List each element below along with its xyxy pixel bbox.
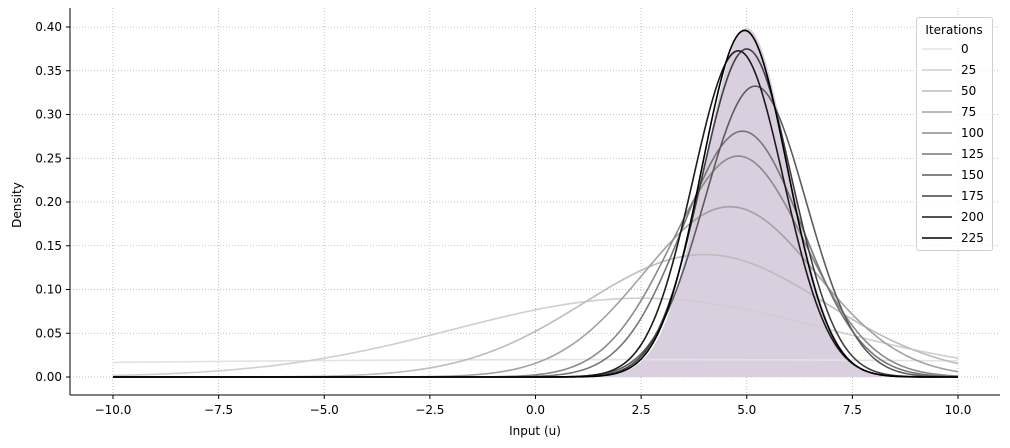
y-ticks: 0.00 0.05 0.10 0.15 0.20 0.25 0.30 0.35 0.40	[35, 20, 70, 384]
x-ticks: −10.0 −7.5 −5.0 −2.5 0.0 2.5 5.0 7.5 10.0	[95, 395, 972, 417]
x-tick-label: −10.0	[95, 403, 132, 417]
x-tick-label: 2.5	[632, 403, 651, 417]
y-tick-label: 0.35	[35, 64, 62, 78]
x-tick-label: 10.0	[945, 403, 972, 417]
series-lines	[112, 29, 959, 378]
target-density-area	[113, 27, 958, 378]
x-tick-label: 7.5	[843, 403, 862, 417]
legend-label: 50	[961, 84, 976, 98]
legend-label: 175	[961, 189, 984, 203]
legend-label: 0	[961, 42, 969, 56]
y-tick-label: 0.25	[35, 151, 62, 165]
y-tick-label: 0.40	[35, 20, 62, 34]
x-tick-label: −7.5	[204, 403, 233, 417]
series-line-225	[113, 29, 958, 378]
series-line-25	[112, 297, 959, 377]
legend-label: 100	[961, 126, 984, 140]
legend-label: 200	[961, 210, 984, 224]
legend-label: 225	[961, 231, 984, 245]
y-tick-label: 0.05	[35, 326, 62, 340]
x-tick-label: 0.0	[526, 403, 545, 417]
legend-box	[916, 17, 993, 251]
x-tick-label: 5.0	[737, 403, 756, 417]
legend-label: 25	[961, 63, 976, 77]
legend-label: 150	[961, 168, 984, 182]
legend-label: 75	[961, 105, 976, 119]
y-axis-label: Density	[10, 182, 24, 228]
y-tick-label: 0.10	[35, 283, 62, 297]
x-axis-label: Input (u)	[509, 424, 561, 438]
series-line-200	[113, 49, 958, 378]
y-tick-label: 0.30	[35, 108, 62, 122]
y-tick-label: 0.00	[35, 370, 62, 384]
legend-label: 125	[961, 147, 984, 161]
target-fill	[113, 27, 958, 378]
y-tick-label: 0.20	[35, 195, 62, 209]
series-line-0	[112, 358, 959, 364]
legend-title: Iterations	[925, 23, 982, 37]
y-tick-label: 0.15	[35, 239, 62, 253]
x-tick-label: −2.5	[415, 403, 444, 417]
legend: Iterations 0 25 50 75 100 125 150 175 200 225	[916, 17, 993, 251]
x-tick-label: −5.0	[310, 403, 339, 417]
